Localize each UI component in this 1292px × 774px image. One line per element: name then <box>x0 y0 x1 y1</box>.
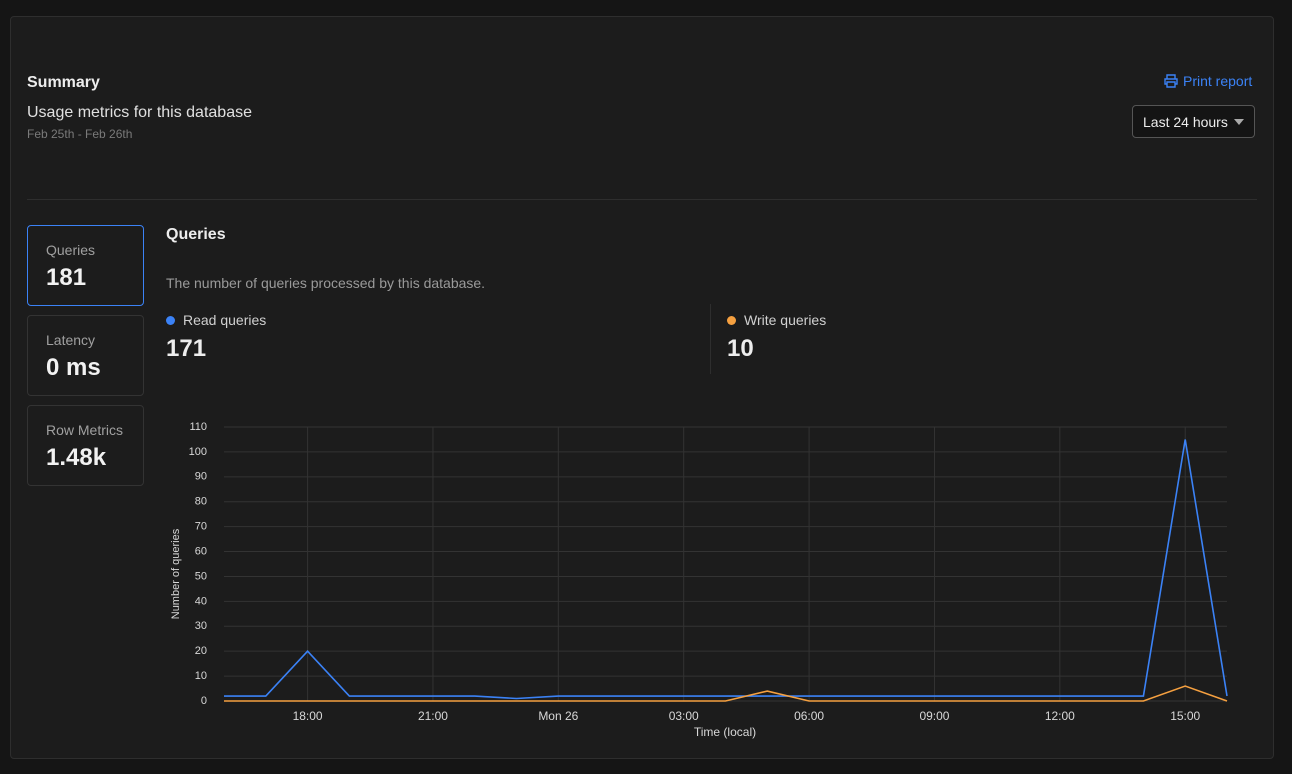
x-axis-label: Time (local) <box>694 725 756 739</box>
y-tick-label: 40 <box>195 595 207 607</box>
print-label: Print report <box>1183 73 1253 89</box>
y-tick-label: 70 <box>195 521 207 533</box>
x-tick-label: 06:00 <box>794 709 824 723</box>
section-title: Queries <box>166 226 226 243</box>
card-label: Row Metrics <box>46 422 124 438</box>
subtitle: Usage metrics for this database <box>27 104 252 121</box>
x-tick-label: Mon 26 <box>538 709 578 723</box>
legend-total: 10 <box>727 335 754 362</box>
y-tick-label: 60 <box>195 545 207 557</box>
panel <box>10 16 1274 759</box>
print-icon <box>1164 74 1178 88</box>
x-tick-label: 15:00 <box>1170 709 1200 723</box>
legend-dot <box>166 315 175 325</box>
x-tick-label: 12:00 <box>1045 709 1075 723</box>
x-tick-label: 18:00 <box>293 709 323 723</box>
caret <box>1233 118 1244 125</box>
print-button[interactable]: Print report <box>1164 73 1252 89</box>
card-value: 1.48k <box>46 444 107 471</box>
title: Summary <box>27 74 100 91</box>
y-axis-label: Number of queries <box>170 528 182 619</box>
card-value: 0 ms <box>46 354 101 381</box>
y-tick-label: 30 <box>195 620 207 632</box>
legend-item: Write queries <box>727 312 826 328</box>
x-tick-label: 03:00 <box>669 709 699 723</box>
y-tick-label: 110 <box>189 421 207 433</box>
x-tick-label: 09:00 <box>919 709 949 723</box>
legend-total: 171 <box>166 335 207 362</box>
card-label: Latency <box>46 332 96 348</box>
legend-label: Write queries <box>744 312 827 328</box>
divider <box>27 199 1257 200</box>
metric-card[interactable]: Latency 0 ms <box>27 315 144 396</box>
legend-divider <box>710 304 711 374</box>
series-line <box>224 685 1228 702</box>
y-tick-label: 20 <box>195 645 207 657</box>
legend-dot <box>727 315 736 325</box>
legend-item: Read queries <box>166 312 266 328</box>
period-select[interactable]: Last 24 hours <box>1132 105 1255 138</box>
card-label: Queries <box>46 242 96 258</box>
card-value: 181 <box>46 264 87 291</box>
section-description: The number of queries processed by this … <box>166 275 486 291</box>
y-tick-label: 80 <box>195 496 207 508</box>
date-range: Feb 25th - Feb 26th <box>27 127 133 141</box>
y-tick-label: 0 <box>201 695 207 707</box>
period-label: Last 24 hours <box>1143 113 1228 130</box>
metric-card[interactable]: Row Metrics 1.48k <box>27 405 144 486</box>
x-tick-label: 21:00 <box>418 709 448 723</box>
y-tick-label: 100 <box>189 446 207 458</box>
y-tick-label: 90 <box>195 471 207 483</box>
legend-label: Read queries <box>183 312 267 328</box>
metric-card[interactable]: Queries 181 <box>27 225 144 306</box>
y-tick-label: 50 <box>195 570 207 582</box>
series-line <box>224 439 1228 700</box>
chart: Number of queries Time (local) 0 10 20 30 40… <box>170 421 1228 739</box>
y-tick-label: 10 <box>195 670 207 682</box>
